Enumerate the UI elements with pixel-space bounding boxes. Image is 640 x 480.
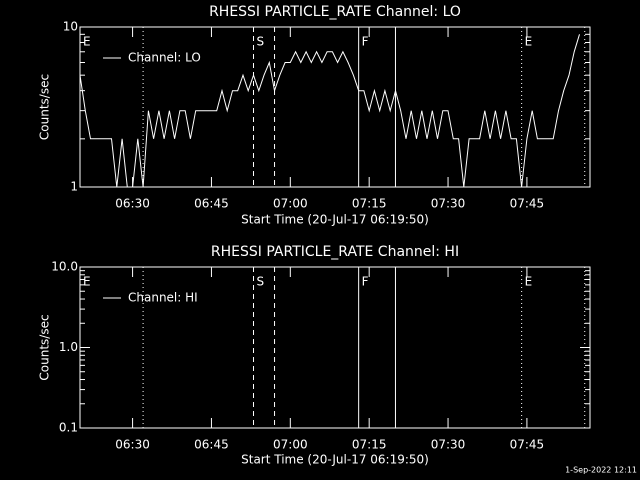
x-axis-label: Start Time (20-Jul-17 06:19:50) (241, 453, 429, 467)
x-axis-label: Start Time (20-Jul-17 06:19:50) (241, 213, 429, 227)
y-tick-label: 10 (63, 20, 78, 34)
x-tick-label: 07:00 (273, 438, 308, 452)
legend-label: Channel: HI (128, 291, 198, 305)
x-tick-label: 06:45 (194, 197, 229, 211)
y-tick-label: 0.1 (59, 421, 78, 435)
x-tick-label: 06:30 (115, 438, 150, 452)
x-tick-label: 06:45 (194, 438, 229, 452)
chart-title: RHESSI PARTICLE_RATE Channel: LO (209, 4, 461, 20)
x-tick-label: 07:30 (431, 197, 466, 211)
flag-label: S (257, 35, 265, 49)
x-tick-label: 07:00 (273, 197, 308, 211)
data-line (79, 34, 580, 188)
flag-label: F (362, 35, 369, 49)
y-axis-label: Counts/sec (38, 74, 52, 140)
chart-title: RHESSI PARTICLE_RATE Channel: HI (211, 244, 459, 260)
flag-label: E (83, 275, 91, 289)
y-tick-label: 1.0 (59, 340, 78, 354)
y-axis-label: Counts/sec (38, 314, 52, 380)
legend-label: Channel: LO (128, 51, 201, 65)
y-tick-label: 10.0 (51, 260, 78, 274)
flag-label: S (257, 275, 265, 289)
x-tick-label: 07:15 (352, 438, 387, 452)
flag-label: E (83, 35, 91, 49)
x-tick-label: 07:15 (352, 197, 387, 211)
flag-label: F (362, 275, 369, 289)
x-tick-label: 07:45 (510, 438, 545, 452)
flag-label: E (525, 275, 533, 289)
x-tick-label: 07:45 (510, 197, 545, 211)
x-tick-label: 06:30 (115, 197, 150, 211)
x-tick-label: 07:30 (431, 438, 466, 452)
footer: 1-Sep-2022 12:11 (565, 466, 637, 475)
y-tick-label: 1 (70, 180, 78, 194)
flag-label: E (525, 35, 533, 49)
